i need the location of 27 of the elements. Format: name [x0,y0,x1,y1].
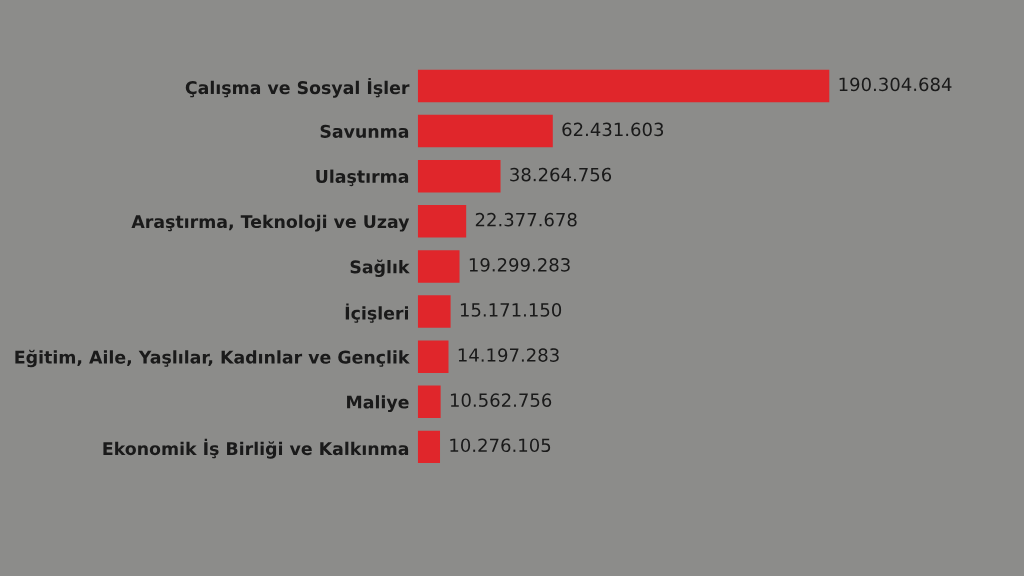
bar [417,205,467,238]
bar [417,340,449,373]
data-label: 22.377.678 [475,212,577,227]
data-label: 38.264.756 [510,167,612,182]
bar [417,430,441,464]
bar [417,114,553,148]
data-label: 62.431.603 [562,122,664,137]
data-label: 190.304.684 [839,77,952,92]
y-tick-label: Ekonomik İş Birliği ve Kalkınma [103,438,409,459]
bar [417,385,441,418]
data-label: 10.562.756 [450,393,552,407]
bar [417,69,830,103]
bar [417,159,501,193]
data-label: 15.171.150 [460,303,562,317]
y-tick-label: İçişleri [345,303,408,323]
data-label: 19.299.283 [469,257,570,272]
y-tick-label: Maliye [347,395,409,413]
y-tick-label: Çalışma ve Sosyal İşler [185,77,410,98]
y-tick-label: Araştırma, Teknoloji ve Uzay [131,214,410,232]
bar [417,295,451,328]
y-tick-label: Ulaştırma [316,169,409,187]
y-tick-label: Savunma [320,124,409,138]
bar [417,250,460,283]
y-tick-label: Eğitim, Aile, Yaşlılar, Kadınlar ve Gençlik [15,349,410,368]
data-label: 10.276.105 [450,438,551,453]
y-tick-label: Sağlık [350,259,410,277]
data-label: 14.197.283 [458,348,559,362]
